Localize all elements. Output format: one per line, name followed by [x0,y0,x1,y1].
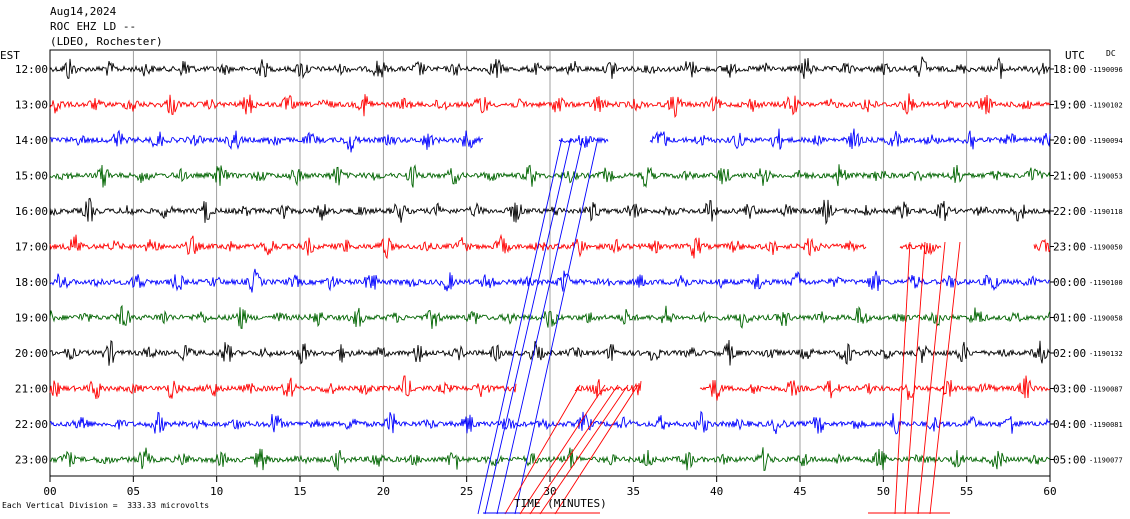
est-time-label: 23:00 [15,454,48,467]
utc-time-label: 23:00 [1053,241,1086,254]
dc-offset-label: -1190058 [1089,315,1123,323]
x-tick-label: 60 [1043,485,1056,498]
seismic-trace [49,339,1051,366]
seismic-trace [49,375,1051,401]
x-tick-label: 55 [960,485,973,498]
clipped-excursion-line [554,384,639,515]
x-tick-label: 35 [627,485,640,498]
seismic-trace [49,410,1051,435]
x-tick-label: 40 [710,485,723,498]
seismic-trace [49,164,1051,189]
chart-date: Aug14,2024 [50,5,117,18]
seismic-trace [49,56,1051,80]
clipped-excursion-line [929,241,961,515]
clipped-excursion-line [519,384,606,515]
clipped-excursion-line [904,241,926,515]
est-time-label: 14:00 [15,134,48,147]
left-zone-label: EST [0,49,20,62]
dc-offset-label: -1190077 [1089,457,1123,465]
est-time-label: 13:00 [15,99,48,112]
clipped-excursion-line [496,137,584,515]
est-time-label: 16:00 [15,205,48,218]
chart-network: (LDEO, Rochester) [50,35,163,48]
seismic-trace [49,197,1051,226]
x-tick-label: 20 [377,485,390,498]
seismic-trace [49,447,1051,472]
clipped-excursion-line [529,384,619,515]
x-tick-label: 15 [293,485,306,498]
seismic-trace [49,93,1051,118]
est-time-label: 18:00 [15,276,48,289]
chart-station: ROC EHZ LD -- [50,20,137,33]
x-tick-label: 25 [460,485,473,498]
utc-time-label: 19:00 [1053,99,1086,112]
clipped-excursion-line [477,137,563,515]
utc-time-label: 00:00 [1053,276,1086,289]
dc-offset-label: -1190096 [1089,66,1123,74]
utc-time-label: 20:00 [1053,134,1086,147]
clipped-excursion-line [484,137,572,515]
seismic-trace [49,304,1051,329]
x-tick-label: 50 [877,485,890,498]
dc-offset-label: -1190132 [1089,350,1123,358]
utc-time-label: 01:00 [1053,312,1086,325]
x-tick-label: 45 [793,485,806,498]
est-time-label: 15:00 [15,170,48,183]
clipped-excursion-line [504,384,581,515]
utc-time-label: 21:00 [1053,170,1086,183]
est-time-label: 19:00 [15,312,48,325]
dc-offset-label: -1190118 [1089,208,1123,216]
clipped-excursion-line [514,137,599,515]
clipped-excursion-line [917,241,946,515]
dc-offset-label: -1190053 [1089,173,1123,181]
dc-offset-label: -1190081 [1089,421,1123,429]
seismic-trace [49,128,1051,153]
x-tick-label: 05 [127,485,140,498]
dc-offset-label: -1190094 [1089,137,1123,145]
dc-offset-label: -1190050 [1089,244,1123,252]
utc-time-label: 04:00 [1053,418,1086,431]
utc-time-label: 03:00 [1053,383,1086,396]
est-time-label: 20:00 [15,347,48,360]
dc-offset-label: -1190087 [1089,386,1123,394]
x-axis-title: TIME (MINUTES) [514,497,607,510]
est-time-label: 12:00 [15,63,48,76]
utc-time-label: 22:00 [1053,205,1086,218]
seismic-trace [49,233,1051,260]
x-tick-label: 00 [43,485,56,498]
clipped-excursion-line [539,384,629,515]
scale-note: Each Vertical Division = 333.33 microvol… [2,501,210,510]
utc-time-label: 02:00 [1053,347,1086,360]
dc-offset-label: -1190100 [1089,279,1123,287]
clipped-excursion-line [894,241,911,515]
dc-offset-label: -1190102 [1089,102,1123,110]
dc-label: DC [1106,49,1116,58]
utc-time-label: 18:00 [1053,63,1086,76]
est-time-label: 21:00 [15,383,48,396]
est-time-label: 22:00 [15,418,48,431]
right-zone-label: UTC [1065,49,1085,62]
utc-time-label: 05:00 [1053,454,1086,467]
x-tick-label: 10 [210,485,223,498]
est-time-label: 17:00 [15,241,48,254]
